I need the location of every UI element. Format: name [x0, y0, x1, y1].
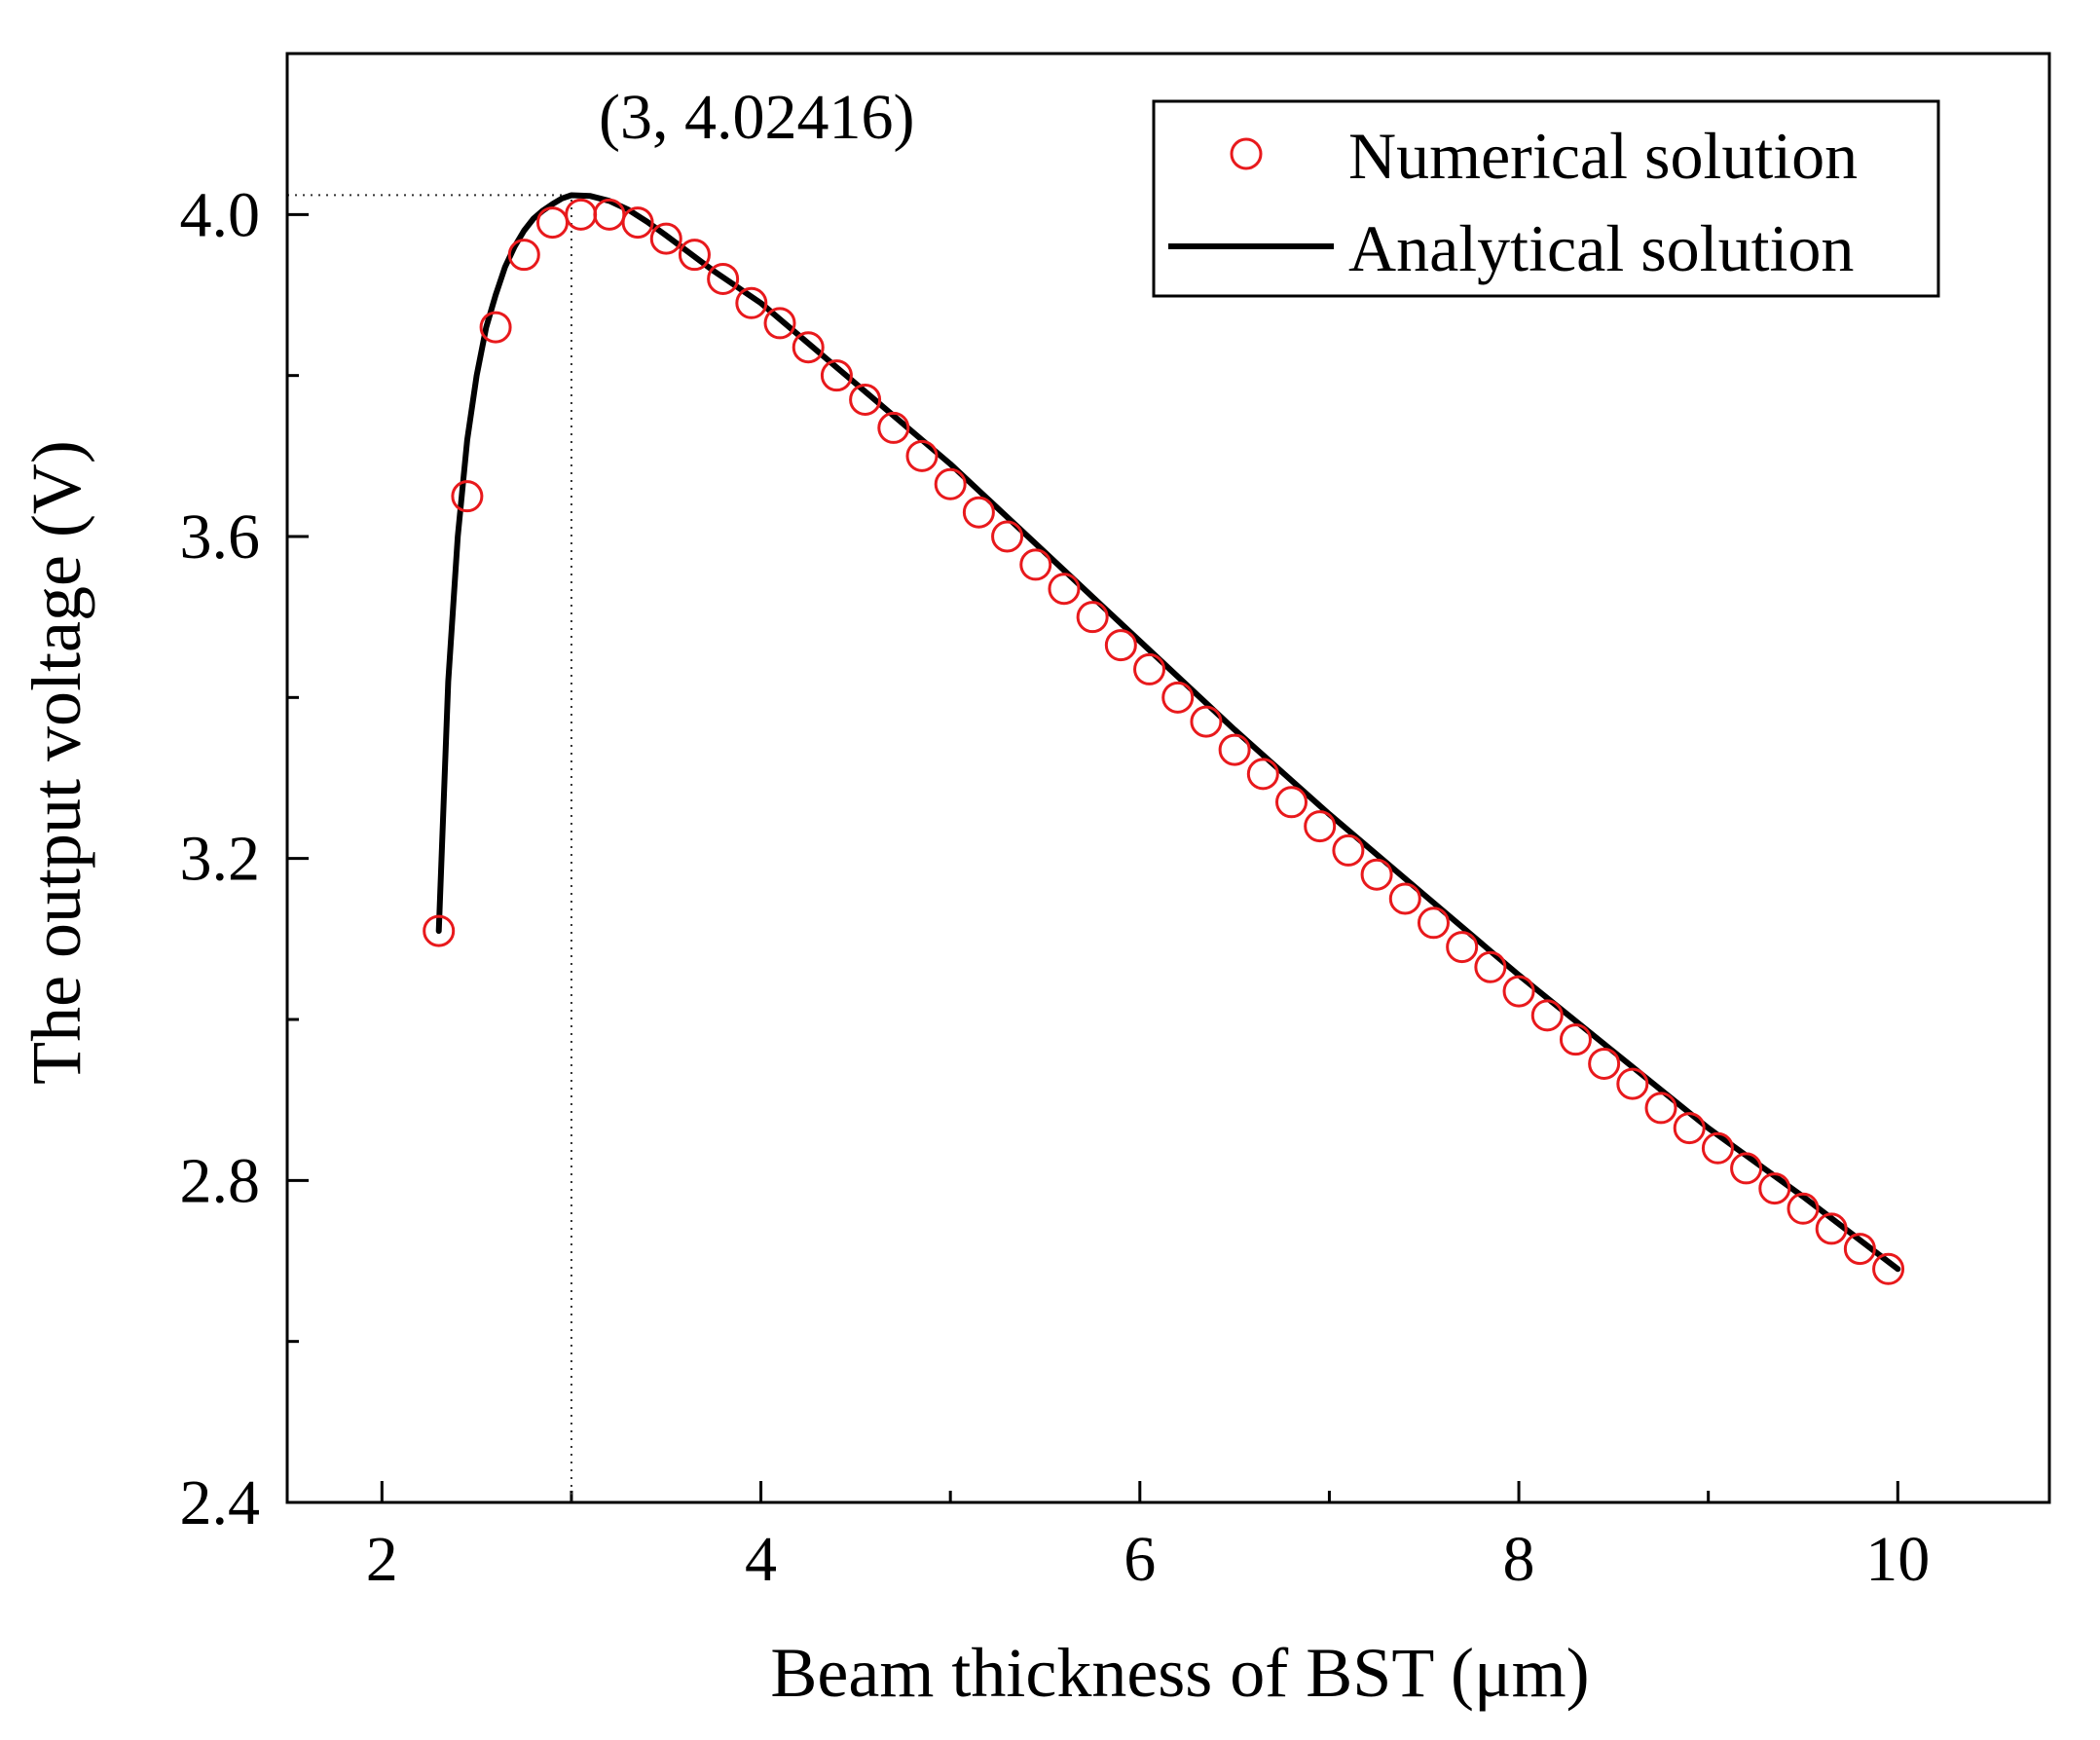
numerical-solution-point — [1190, 705, 1223, 738]
numerical-solution-point — [1616, 1067, 1649, 1100]
legend-label-analytical: Analytical solution — [1348, 211, 1854, 285]
numerical-solution-point — [1218, 733, 1251, 766]
numerical-solution-point — [849, 383, 882, 416]
numerical-solution-point — [1332, 833, 1365, 867]
x-tick-label: 8 — [1503, 1524, 1535, 1595]
plot-border — [285, 52, 2051, 1504]
numerical-solution-point — [1388, 882, 1421, 915]
numerical-solution-point — [1104, 629, 1137, 662]
numerical-solution-point — [1815, 1212, 1848, 1245]
x-tick-label: 10 — [1865, 1524, 1930, 1595]
numerical-solution-point — [479, 311, 512, 344]
numerical-solution-point — [1701, 1131, 1734, 1165]
numerical-solution-point — [1588, 1047, 1621, 1080]
x-tick-label: 2 — [366, 1524, 398, 1595]
numerical-solution-point — [1275, 786, 1308, 819]
numerical-solution-point — [1787, 1192, 1820, 1225]
x-axis-title: Beam thickness of BST (μm) — [770, 1634, 1589, 1712]
numerical-solution-point — [1474, 950, 1507, 983]
numerical-solution-point — [707, 262, 740, 295]
y-tick-label: 3.6 — [180, 501, 261, 573]
y-tick-label: 3.2 — [180, 824, 261, 895]
numerical-solution-point — [1673, 1112, 1706, 1145]
legend-box — [1152, 99, 1940, 298]
legend: Numerical solution Analytical solution — [1152, 99, 1940, 298]
numerical-solution-point — [1133, 652, 1166, 685]
numerical-solution-point — [1161, 681, 1195, 714]
numerical-solution-point — [820, 359, 853, 392]
numerical-solution-point — [763, 307, 796, 340]
x-tick-label: 6 — [1124, 1524, 1156, 1595]
x-tick-label: 4 — [745, 1524, 777, 1595]
numerical-solution-point — [1304, 810, 1337, 843]
legend-label-numerical: Numerical solution — [1348, 119, 1858, 193]
numerical-series — [423, 198, 1905, 1285]
tick-labels: 2 4 6 8 10 2.4 2.8 3.2 3.6 4.0 — [180, 179, 1931, 1595]
numerical-solution-point — [649, 222, 682, 255]
numerical-solution-point — [507, 239, 540, 272]
numerical-solution-point — [451, 480, 484, 513]
numerical-solution-point — [1076, 601, 1109, 634]
peak-annotation: (3, 4.02416) — [599, 82, 914, 153]
numerical-solution-point — [1843, 1233, 1876, 1266]
numerical-solution-point — [792, 331, 825, 364]
numerical-solution-point — [1417, 907, 1450, 940]
numerical-solution-point — [1559, 1023, 1592, 1056]
y-tick-label: 2.4 — [180, 1467, 261, 1538]
numerical-solution-point — [621, 206, 654, 240]
numerical-solution-point — [991, 520, 1024, 553]
numerical-solution-point — [1530, 999, 1564, 1032]
legend-marker-numerical — [1230, 137, 1263, 170]
numerical-solution-point — [1502, 975, 1535, 1008]
plot-frame — [285, 52, 2051, 1504]
numerical-solution-point — [1048, 573, 1081, 606]
numerical-solution-point — [1758, 1172, 1791, 1205]
numerical-solution-point — [423, 914, 456, 947]
peak-guide-lines — [287, 194, 572, 1502]
y-tick-label: 2.8 — [180, 1145, 261, 1216]
y-tick-label: 4.0 — [180, 179, 261, 250]
numerical-solution-point — [1730, 1152, 1763, 1185]
numerical-solution-point — [735, 286, 768, 319]
numerical-solution-point — [962, 496, 995, 529]
numerical-solution-point — [934, 467, 967, 500]
numerical-solution-point — [1360, 858, 1393, 891]
numerical-solution-point — [905, 439, 939, 472]
numerical-solution-point — [678, 239, 711, 272]
y-axis-title: The output voltage (V) — [18, 440, 95, 1085]
numerical-solution-point — [877, 411, 910, 444]
numerical-solution-point — [1872, 1252, 1905, 1285]
numerical-solution-point — [1246, 758, 1279, 791]
numerical-solution-point — [1644, 1092, 1677, 1125]
numerical-solution-point — [1446, 931, 1479, 964]
numerical-solution-point — [1019, 548, 1052, 581]
